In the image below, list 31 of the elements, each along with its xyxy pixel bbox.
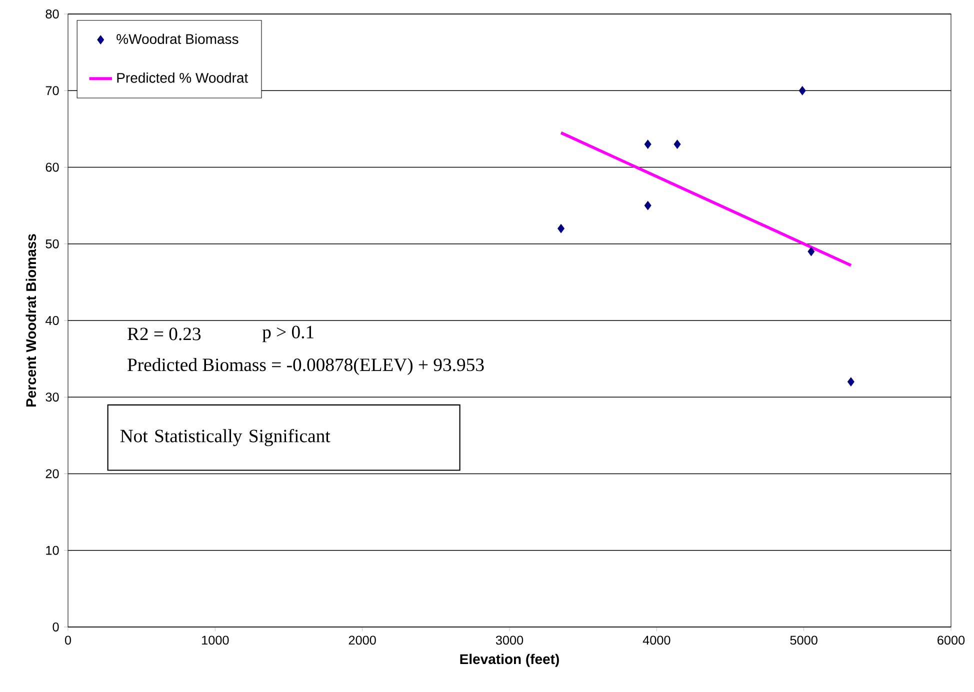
x-tick-label: 4000 [642, 636, 670, 645]
y-tick-label: 10 [46, 546, 59, 555]
y-tick-label: 70 [46, 86, 59, 96]
x-tick-label: 3000 [496, 636, 524, 645]
y-tick-label: 0 [52, 622, 59, 632]
point [674, 140, 681, 149]
y-tick-label: 50 [46, 239, 59, 248]
x-tick-label: 2000 [348, 636, 376, 645]
point [644, 201, 652, 210]
x-tick-label: 6000 [938, 636, 965, 645]
x-tick-label: 5000 [790, 636, 818, 645]
x-tick-label: 1000 [202, 636, 229, 645]
y-tick-label: 80 [46, 10, 59, 18]
annotation: Predicted Biomass = -0.00878(ELEV) + 93.953 [128, 358, 484, 375]
legend-label: %Woodrat Biomass [116, 34, 238, 44]
y-tick-label: 60 [46, 162, 59, 172]
annotation: p > 0.1 [262, 326, 314, 342]
y-tick-label: 30 [46, 392, 59, 402]
y-tick-label: 20 [46, 469, 59, 478]
point [847, 377, 854, 386]
legend-label: Predicted % Woodrat [117, 72, 248, 83]
annotation: Not Statistically Significant [120, 428, 330, 446]
x-tick-label: 0 [64, 636, 72, 645]
point [798, 86, 806, 96]
point [644, 140, 652, 149]
annotation: R2 = 0.23 [128, 328, 201, 340]
x-axis-title: Elevation (feet) [460, 654, 559, 667]
point [558, 224, 564, 234]
point [808, 247, 815, 256]
y-axis-title: Percent Woodrat Biomass [26, 234, 36, 407]
y-tick-label: 40 [46, 316, 59, 325]
